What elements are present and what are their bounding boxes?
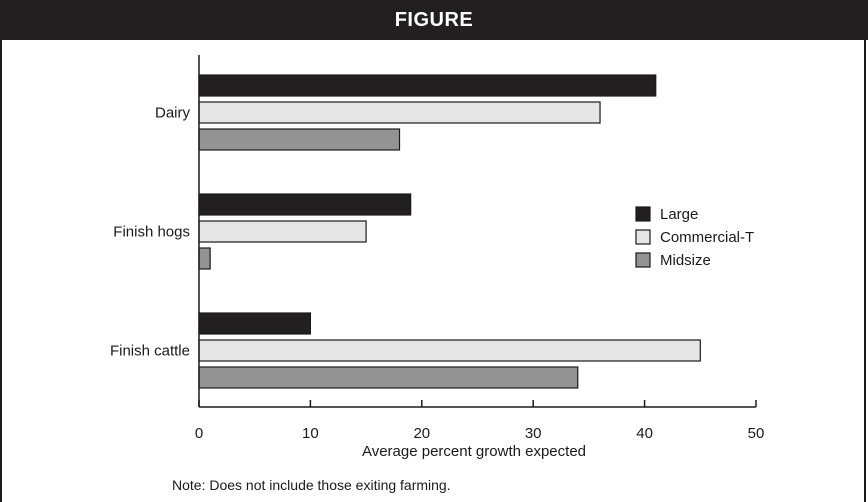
bar-finish-hogs-commercial-t: [198, 220, 367, 243]
legend-label-large: Large: [660, 206, 698, 223]
bar-dairy-commercial-t: [198, 101, 601, 124]
category-label: Finish hogs: [113, 224, 190, 241]
x-tick-label: 40: [636, 425, 653, 442]
bar-finish-hogs-midsize: [198, 247, 211, 270]
x-tick-label: 20: [413, 425, 430, 442]
legend-swatch-midsize: [635, 252, 651, 268]
figure-header: FIGURE: [0, 0, 868, 40]
bar-finish-cattle-commercial-t: [198, 339, 701, 362]
bar-finish-cattle-large: [198, 312, 312, 335]
bar-finish-hogs-large: [198, 193, 412, 216]
bar-dairy-midsize: [198, 128, 401, 151]
x-tick-label: 30: [525, 425, 542, 442]
legend-label-commercial-t: Commercial-T: [660, 229, 754, 246]
x-tick-label: 10: [302, 425, 319, 442]
legend-swatch-commercial-t: [635, 229, 651, 245]
legend-label-midsize: Midsize: [660, 252, 711, 269]
chart-note: Note: Does not include those exiting far…: [172, 477, 451, 493]
x-tick-label: 50: [748, 425, 765, 442]
x-tick-label: 0: [195, 425, 203, 442]
figure-title: FIGURE: [394, 9, 474, 31]
x-axis-title: Average percent growth expected: [362, 443, 586, 460]
legend-swatch-large: [635, 206, 651, 222]
bar-dairy-large: [198, 74, 657, 97]
bar-finish-cattle-midsize: [198, 366, 579, 389]
category-label: Finish cattle: [110, 343, 190, 360]
category-label: Dairy: [155, 105, 191, 122]
